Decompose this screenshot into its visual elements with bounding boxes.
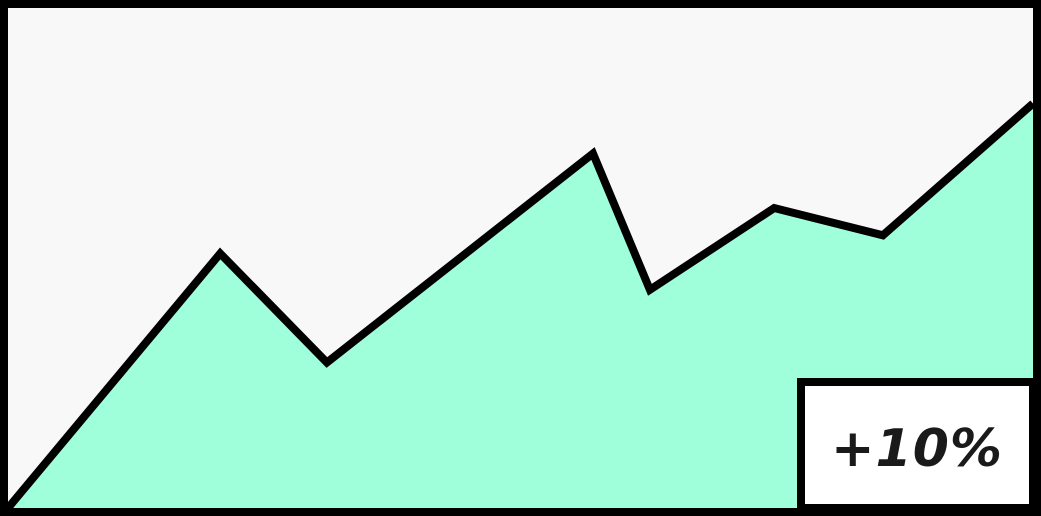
change-badge: +10% bbox=[797, 378, 1037, 512]
area-fill bbox=[8, 103, 1033, 508]
change-badge-label: +10% bbox=[830, 419, 1004, 479]
series-line bbox=[4, 100, 1036, 511]
